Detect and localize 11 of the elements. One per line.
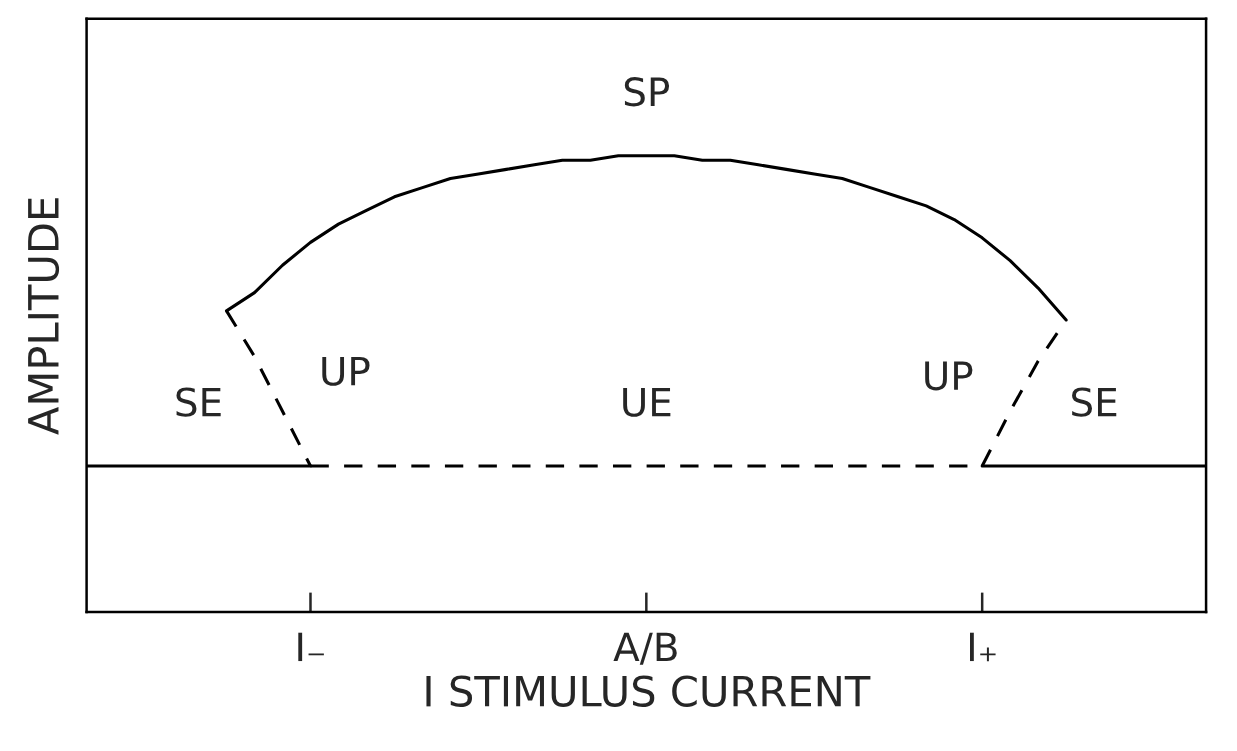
x-tick-label: I₊ (969, 632, 996, 662)
series-label: SP (624, 77, 670, 107)
y-axis-title: AMPLITUDE (28, 198, 60, 435)
series-label: SE (176, 387, 221, 417)
x-axis-title: I STIMULUS CURRENT (426, 675, 871, 707)
series-label: UP (322, 356, 370, 386)
series-label: SE (1072, 387, 1117, 417)
x-tick-label: A/B (613, 632, 677, 665)
series-label: UP (925, 361, 973, 391)
x-tick-label: I₋ (298, 632, 324, 662)
series-label: UE (623, 387, 671, 417)
